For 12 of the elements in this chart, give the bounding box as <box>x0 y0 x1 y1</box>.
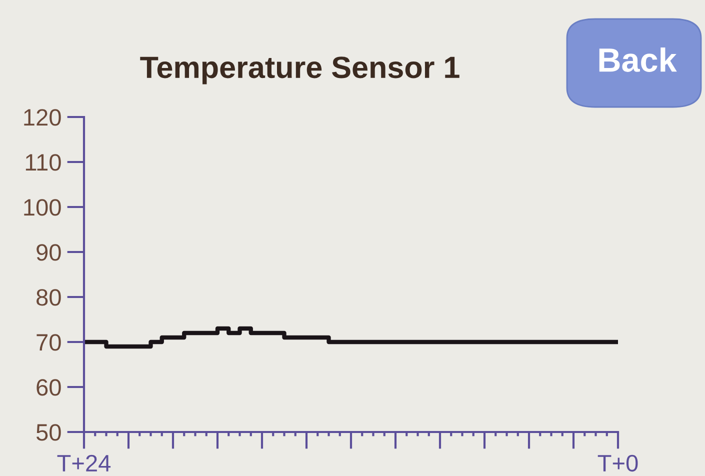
y-tick-label: 50 <box>36 424 61 441</box>
y-tick-label: 120 <box>24 109 61 126</box>
y-tick-label: 80 <box>36 289 61 306</box>
text: Back <box>599 47 677 72</box>
x-tick-label: T+24 <box>57 454 111 472</box>
y-tick-label: 110 <box>26 154 61 171</box>
y-tick-label: 70 <box>36 334 61 351</box>
x-tick-label: T+0 <box>598 454 638 472</box>
y-tick-label: 90 <box>36 244 61 261</box>
y-tick-label: 100 <box>24 199 61 216</box>
y-tick-label: 60 <box>36 379 61 396</box>
chart-title: Temperature Sensor 1 <box>140 56 460 84</box>
